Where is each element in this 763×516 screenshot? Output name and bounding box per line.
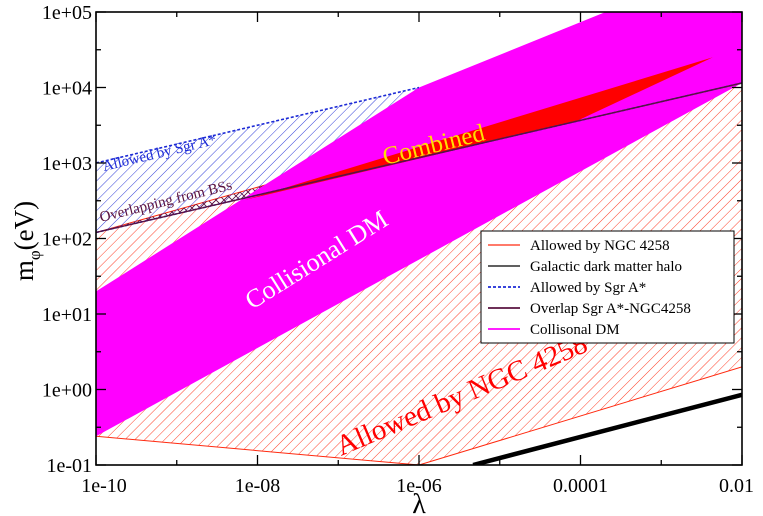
line-galactic-halo bbox=[472, 392, 742, 465]
svg-text:mφ(eV): mφ(eV) bbox=[9, 201, 44, 281]
legend-box bbox=[480, 230, 735, 344]
y-tick-label-0: 1e-01 bbox=[46, 455, 92, 477]
line-overlap-lower bbox=[96, 82, 742, 234]
legend-label-overlap: Overlap Sgr A*-NGC4258 bbox=[530, 301, 691, 317]
legend: Allowed by NGC 4258 Galactic dark matter… bbox=[480, 230, 735, 344]
legend-label-ngc: Allowed by NGC 4258 bbox=[530, 238, 670, 254]
y-tick-label-3: 1e+02 bbox=[42, 229, 92, 251]
y-axis-label: mφ(eV) bbox=[9, 201, 44, 281]
x-axis-label: λ bbox=[412, 489, 426, 516]
y-tick-label-4: 1e+03 bbox=[42, 153, 92, 175]
y-tick-label-6: 1e+05 bbox=[42, 2, 92, 24]
legend-label-collisional: Collisonal DM bbox=[530, 322, 620, 338]
tick-marks bbox=[95, 11, 743, 466]
line-sgr-upper bbox=[96, 86, 420, 164]
y-tick-label-1: 1e+00 bbox=[42, 380, 92, 402]
x-tick-label-3: 0.0001 bbox=[553, 475, 608, 497]
y-tick-label-2: 1e+01 bbox=[42, 304, 92, 326]
y-axis-label-sub: φ bbox=[25, 250, 44, 260]
legend-label-halo: Galactic dark matter halo bbox=[530, 259, 682, 275]
y-axis-label-main: m bbox=[9, 260, 39, 281]
x-tick-label-2: 1e-06 bbox=[396, 475, 442, 497]
y-tick-label-5: 1e+04 bbox=[42, 78, 92, 100]
x-tick-label-1: 1e-08 bbox=[235, 475, 281, 497]
x-tick-label-0: 1e-10 bbox=[81, 475, 127, 497]
x-tick-label-4: 0.01 bbox=[719, 475, 754, 497]
legend-label-sgr: Allowed by Sgr A* bbox=[530, 280, 646, 296]
y-axis-label-unit: (eV) bbox=[9, 201, 39, 250]
